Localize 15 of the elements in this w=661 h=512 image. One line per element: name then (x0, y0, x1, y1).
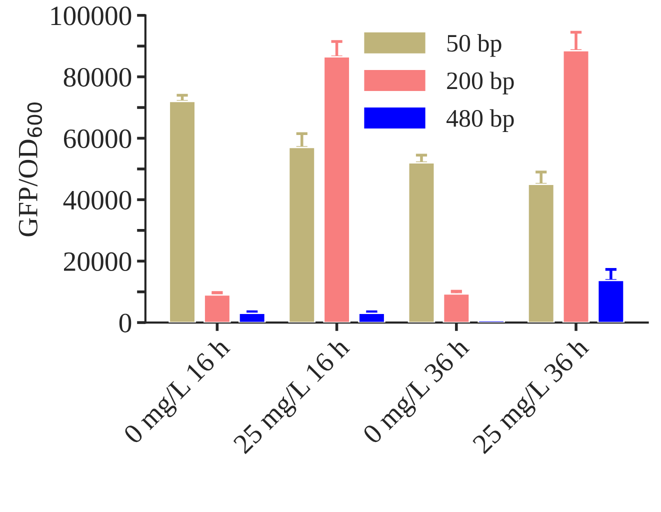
y-tick-label: 40000 (63, 190, 132, 210)
y-tick-label: 20000 (64, 252, 132, 272)
y-tick-label: 60000 (64, 129, 132, 148)
y-tick-label: 0 (119, 314, 132, 332)
legend-label: 50 bp (447, 34, 502, 57)
bar (442, 293, 470, 323)
bar (168, 100, 196, 323)
bar (358, 312, 386, 323)
y-tick-label: 80000 (64, 68, 132, 87)
bar (238, 312, 266, 323)
y-tick-label: 100000 (51, 6, 132, 26)
legend-label: 200 bp (447, 72, 514, 94)
bar (204, 294, 231, 323)
y-axis-title: GFP/OD$_{600}$ (18, 102, 42, 236)
legend-label: 480 bp (446, 109, 514, 132)
